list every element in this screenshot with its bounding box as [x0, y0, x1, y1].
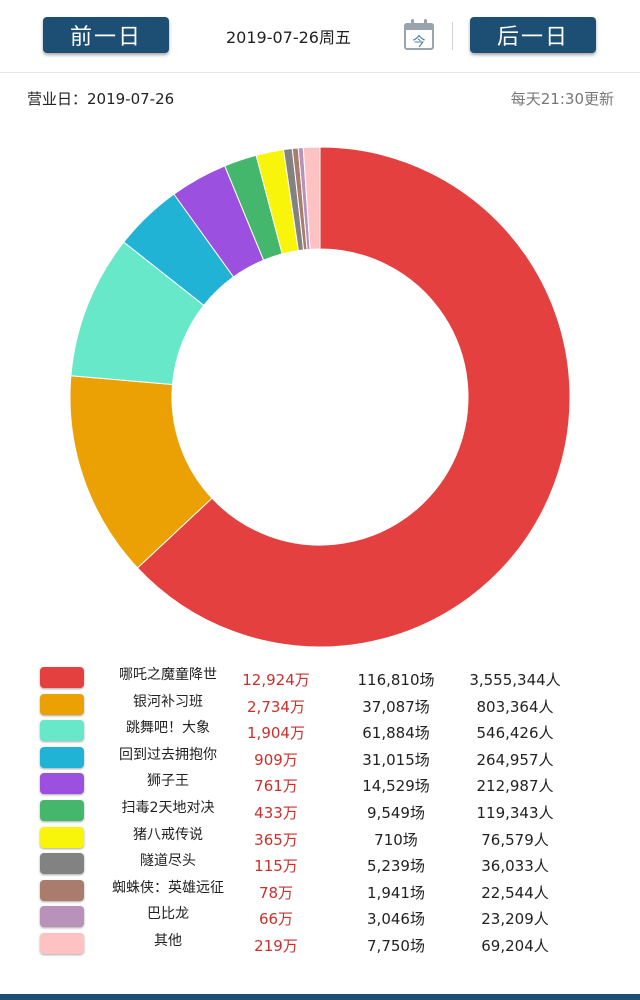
legend-row[interactable]: 狮子王 761万 14,529场 212,987人 — [0, 770, 640, 797]
audience-value: 3,555,344人 — [469, 671, 561, 689]
legend-row[interactable]: 银河补习班 2,734万 37,087场 803,364人 — [0, 691, 640, 718]
movie-name: 哪吒之魔童降世 — [119, 667, 217, 683]
next-day-button[interactable]: 后一日 — [470, 17, 596, 53]
box-office-value: 2,734万 — [247, 697, 305, 716]
box-office-donut-chart — [69, 146, 571, 648]
legend-swatch — [40, 720, 84, 742]
movie-name: 巴比龙 — [147, 906, 189, 923]
legend-row[interactable]: 其他 219万 7,750场 69,204人 — [0, 930, 640, 957]
box-office-value: 909万 — [254, 750, 298, 769]
screenings-value: 116,810场 — [357, 671, 435, 689]
legend-table: 哪吒之魔童降世 12,924万 116,810场 3,555,344人银河补习班 2,7… — [0, 664, 640, 957]
legend-swatch — [40, 773, 84, 795]
header-divider — [452, 22, 453, 50]
legend-swatch — [40, 667, 84, 688]
audience-value: 119,343人 — [476, 803, 554, 822]
box-office-value: 115万 — [254, 857, 298, 876]
screenings-value: 3,046场 — [367, 910, 425, 929]
screenings-value: 14,529场 — [362, 777, 430, 796]
legend-row[interactable]: 巴比龙 66万 3,046场 23,209人 — [0, 903, 640, 930]
current-date: 2019-07-26周五 — [226, 28, 351, 47]
legend-swatch — [40, 826, 84, 848]
calendar-ring — [424, 19, 427, 27]
today-label: 今 — [412, 35, 426, 50]
movie-name: 隧道尽头 — [140, 853, 196, 870]
calendar-header-bar — [404, 23, 434, 30]
legend-swatch — [40, 853, 84, 875]
box-office-value: 1,904万 — [247, 724, 305, 743]
screenings-value: 5,239场 — [367, 857, 425, 876]
screenings-value: 31,015场 — [362, 750, 430, 769]
audience-value: 212,987人 — [476, 777, 554, 796]
legend-row[interactable]: 隧道尽头 115万 5,239场 36,033人 — [0, 850, 640, 877]
legend-swatch — [40, 799, 84, 821]
screenings-value: 61,884场 — [362, 724, 430, 743]
donut-slice[interactable] — [302, 146, 321, 250]
screenings-value: 1,941场 — [367, 883, 425, 902]
legend-swatch — [40, 746, 84, 768]
audience-value: 803,364人 — [476, 697, 554, 716]
box-office-value: 78万 — [258, 883, 294, 902]
business-day-label: 营业日：2019-07-26 — [27, 90, 175, 108]
legend-row[interactable]: 哪吒之魔童降世 12,924万 116,810场 3,555,344人 — [0, 664, 640, 691]
movie-name: 猪八戒传说 — [133, 826, 203, 843]
legend-row[interactable]: 蜘蛛侠：英雄远征 78万 1,941场 22,544人 — [0, 877, 640, 904]
legend-swatch — [40, 932, 84, 954]
screenings-value: 9,549场 — [367, 803, 425, 822]
screenings-value: 37,087场 — [362, 697, 430, 716]
screenings-value: 7,750场 — [367, 936, 425, 955]
movie-name: 跳舞吧！大象 — [126, 720, 210, 737]
box-office-value: 66万 — [258, 910, 294, 929]
update-note: 每天21:30更新 — [510, 90, 614, 108]
legend-swatch — [40, 879, 84, 901]
box-office-value: 219万 — [254, 936, 298, 955]
movie-name: 回到过去拥抱你 — [119, 746, 217, 763]
legend-swatch — [40, 906, 84, 928]
audience-value: 22,544人 — [481, 883, 549, 902]
calendar-icon[interactable]: 今 — [404, 18, 438, 52]
movie-name: 蜘蛛侠：英雄远征 — [112, 879, 224, 896]
legend-row[interactable]: 回到过去拥抱你 909万 31,015场 264,957人 — [0, 744, 640, 771]
legend-row[interactable]: 扫毒2天地对决 433万 9,549场 119,343人 — [0, 797, 640, 824]
bottom-bar — [0, 994, 640, 1000]
box-office-value: 12,924万 — [242, 671, 310, 689]
screenings-value: 710场 — [374, 830, 418, 849]
movie-name: 狮子王 — [147, 773, 189, 790]
box-office-value: 365万 — [254, 830, 298, 849]
audience-value: 76,579人 — [481, 830, 549, 849]
movie-name: 银河补习班 — [133, 693, 203, 710]
box-office-value: 433万 — [254, 803, 298, 822]
audience-value: 264,957人 — [476, 750, 554, 769]
audience-value: 546,426人 — [476, 724, 554, 743]
top-bar: 前一日 2019-07-26周五 今 后一日 — [0, 0, 640, 73]
audience-value: 36,033人 — [481, 857, 549, 876]
legend-row[interactable]: 跳舞吧！大象 1,904万 61,884场 546,426人 — [0, 717, 640, 744]
box-office-value: 761万 — [254, 777, 298, 796]
legend-swatch — [40, 693, 84, 715]
audience-value: 69,204人 — [481, 936, 549, 955]
audience-value: 23,209人 — [481, 910, 549, 929]
previous-day-button[interactable]: 前一日 — [43, 17, 169, 53]
movie-name: 其他 — [154, 932, 182, 949]
donut-slice[interactable] — [136, 146, 571, 648]
calendar-ring — [411, 19, 414, 27]
movie-name: 扫毒2天地对决 — [121, 799, 215, 816]
legend-row[interactable]: 猪八戒传说 365万 710场 76,579人 — [0, 824, 640, 851]
